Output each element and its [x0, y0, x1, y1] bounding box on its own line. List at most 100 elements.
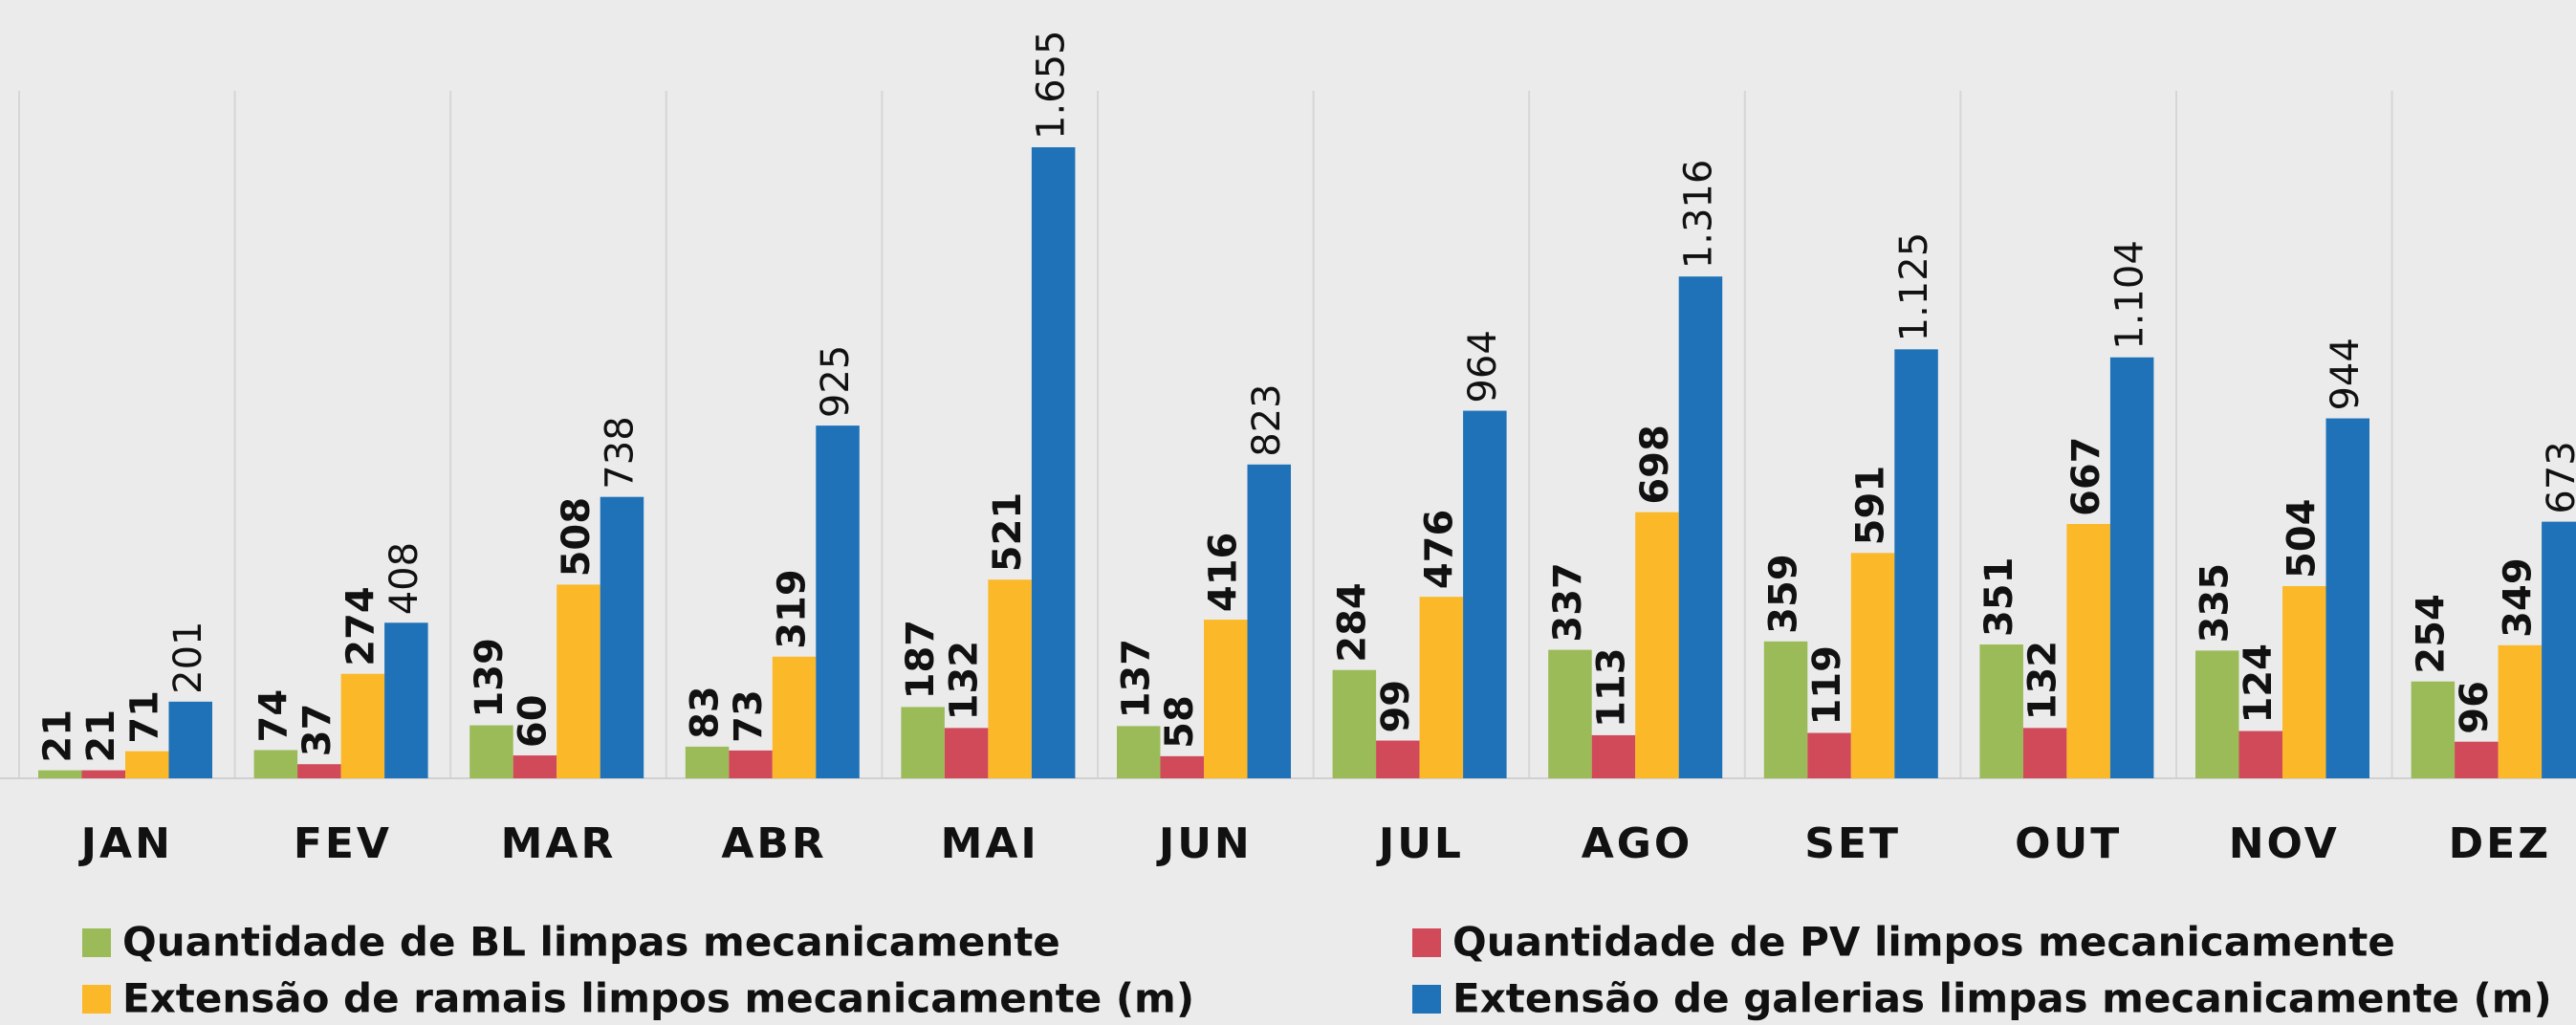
value-label: 964 [1461, 330, 1505, 403]
legend-swatch [82, 985, 111, 1014]
bar [557, 584, 600, 778]
x-tick-label: FEV [294, 819, 392, 868]
value-label: 1.125 [1892, 232, 1936, 342]
legend-label: Extensão de galerias limpas mecanicament… [1452, 975, 2552, 1022]
bar [2238, 731, 2282, 778]
value-label: 476 [1417, 510, 1461, 590]
value-label: 408 [382, 542, 426, 615]
value-label: 673 [2540, 441, 2576, 513]
value-label: 21 [36, 709, 80, 763]
x-tick-label: MAI [941, 819, 1039, 868]
value-label: 698 [1633, 425, 1677, 505]
value-label: 74 [251, 689, 295, 743]
bar [1204, 620, 1248, 778]
bar [297, 764, 341, 778]
legend-label: Quantidade de PV limpos mecanicamente [1452, 919, 2395, 966]
value-label: 124 [2237, 643, 2281, 724]
bar [1807, 732, 1851, 778]
bar [772, 656, 817, 778]
bar [901, 707, 945, 778]
value-label: 132 [2021, 641, 2065, 721]
bar [469, 725, 513, 778]
value-label: 335 [2194, 563, 2238, 643]
bar [2411, 681, 2456, 778]
x-tick-label: MAR [501, 819, 617, 868]
bar [125, 751, 169, 778]
legend-swatch [1412, 985, 1441, 1014]
value-label: 119 [1805, 645, 1849, 726]
bar [168, 701, 212, 778]
bar [1979, 644, 2023, 778]
x-tick-label: DEZ [2449, 819, 2551, 868]
bar [1419, 597, 1464, 778]
bar [685, 746, 730, 778]
value-label: 73 [727, 689, 771, 743]
bar [1160, 755, 1204, 778]
bar [340, 673, 385, 778]
bar [816, 425, 860, 778]
value-label: 667 [2064, 437, 2108, 517]
bar [2282, 586, 2326, 778]
legend-swatch [82, 928, 111, 957]
bar [253, 750, 298, 778]
bar [513, 755, 557, 778]
bar [2066, 524, 2110, 778]
value-label: 351 [1977, 557, 2021, 638]
value-label: 187 [899, 620, 943, 700]
bar [2498, 644, 2543, 778]
value-label: 254 [2409, 594, 2453, 674]
bar [1117, 726, 1161, 778]
value-label: 591 [1849, 466, 1893, 546]
bar [2022, 728, 2067, 778]
x-tick-label: SET [1804, 819, 1901, 868]
value-label: 738 [598, 416, 642, 489]
x-tick-label: JUL [1376, 819, 1464, 868]
bar [1332, 669, 1377, 778]
x-tick-label: ABR [721, 819, 826, 868]
x-tick-label: JAN [78, 819, 173, 868]
value-label: 1.316 [1676, 160, 1720, 270]
value-label: 416 [1202, 533, 1246, 613]
value-label: 504 [2281, 499, 2325, 579]
value-label: 925 [814, 345, 858, 418]
value-label: 113 [1589, 647, 1633, 728]
value-label: 359 [1762, 554, 1806, 634]
bar [1678, 276, 1723, 779]
value-label: 284 [1330, 582, 1374, 663]
bar [2325, 418, 2369, 778]
bar [1591, 734, 1636, 778]
bar [729, 750, 773, 778]
legend-swatch [1412, 928, 1441, 957]
x-tick-label: NOV [2229, 819, 2340, 868]
legend-label: Quantidade de BL limpas mecanicamente [122, 919, 1060, 966]
bar [1548, 649, 1592, 778]
value-label: 508 [555, 497, 599, 578]
bar [1247, 464, 1291, 778]
x-tick-label: OUT [2015, 819, 2122, 868]
bar [988, 579, 1032, 778]
value-label: 274 [338, 586, 382, 666]
bar [1763, 641, 1808, 778]
bar [2455, 741, 2499, 778]
value-label: 139 [468, 638, 512, 718]
value-label: 96 [2453, 681, 2497, 734]
x-tick-label: AGO [1582, 819, 1693, 868]
value-label: 132 [943, 641, 987, 721]
bar [1894, 349, 1938, 778]
bar [384, 622, 428, 778]
value-label: 58 [1158, 695, 1202, 749]
bar [1463, 410, 1507, 778]
x-tick-label: JUN [1156, 819, 1253, 868]
value-label: 319 [771, 569, 815, 649]
value-label: 83 [684, 686, 728, 739]
value-label: 1.655 [1030, 30, 1074, 140]
bar [944, 728, 989, 778]
value-label: 60 [511, 694, 555, 748]
bar [1031, 147, 1076, 778]
value-label: 823 [1245, 383, 1289, 456]
value-label: 201 [166, 621, 210, 693]
value-label: 71 [123, 690, 167, 744]
bar [38, 770, 82, 778]
bar [600, 496, 644, 778]
